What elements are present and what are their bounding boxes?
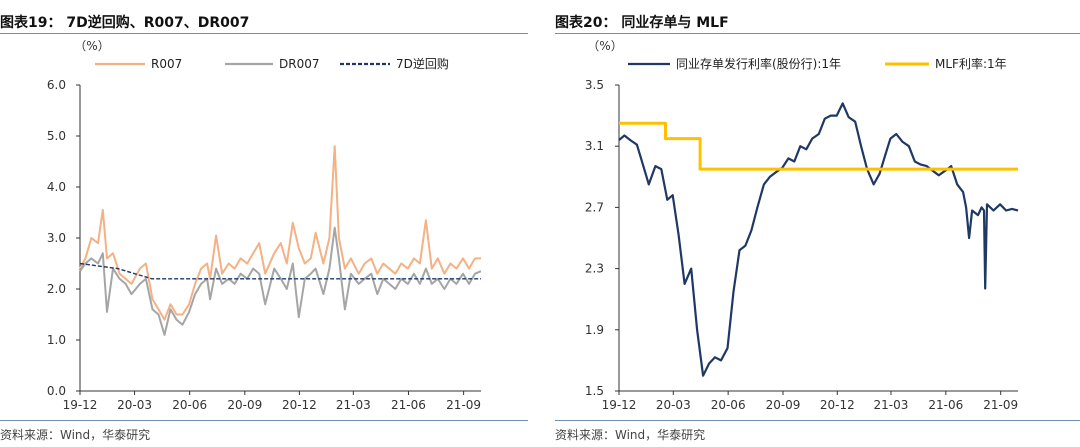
y-tick-label: 1.0 [47, 333, 66, 347]
y-tick-label: 3.1 [585, 139, 604, 153]
x-tick-label: 20-06 [711, 398, 746, 412]
legend-label-3: 7D逆回购 [396, 56, 449, 71]
x-tick-label: 20-09 [227, 398, 262, 412]
y-tick-label: 3.0 [47, 231, 66, 245]
legend-label-2: MLF利率:1年 [935, 56, 1007, 71]
y-tick-label: 1.5 [585, 384, 604, 398]
series-line-2 [619, 121, 1018, 171]
y-tick-label: 1.9 [585, 323, 604, 337]
x-tick-label: 20-09 [766, 398, 801, 412]
y-tick-label: 2.3 [585, 262, 604, 276]
cd-mlf-line-chart: （%） 1.5 1.9 2.3 2.7 3.1 3.5 19-12 20-03 20-06 20-0… [585, 39, 1019, 412]
source-note: 资料来源：Wind，华泰研究 [555, 428, 706, 442]
series-line-1 [618, 102, 1019, 377]
legend-label-1: R007 [151, 57, 182, 71]
rates-line-chart: （%） 0.0 1.0 2.0 3.0 4.0 5.0 6.0 19-12 20-03 20-06 2… [47, 39, 482, 412]
y-tick-label: 5.0 [47, 129, 66, 143]
y-tick-label: 3.5 [585, 78, 604, 92]
chart-title: 图表20： 同业存单与 MLF [555, 15, 729, 31]
source-rule [555, 420, 1080, 421]
x-tick-label: 20-06 [172, 398, 207, 412]
x-tick-label: 21-03 [336, 398, 371, 412]
x-tick-label: 21-06 [391, 398, 426, 412]
y-tick-label: 6.0 [47, 78, 66, 92]
x-tick-label: 21-09 [446, 398, 481, 412]
y-tick-label: 4.0 [47, 180, 66, 194]
title-rule [0, 33, 528, 34]
y-tick-label: 2.0 [47, 282, 66, 296]
legend-label-1: 同业存单发行利率(股份行):1年 [676, 56, 841, 71]
x-tick-label: 20-03 [117, 398, 152, 412]
legend-label-2: DR007 [279, 57, 319, 71]
series-line-3 [79, 262, 481, 280]
x-tick-label: 21-03 [874, 398, 909, 412]
y-tick-label: 0.0 [47, 384, 66, 398]
chart-panel-right: 图表20： 同业存单与 MLF （%） 1.5 1.9 2.3 2.7 3.1 3.5 19-… [555, 0, 1080, 447]
y-axis-unit: （%） [74, 39, 109, 53]
x-tick-label: 20-03 [656, 398, 691, 412]
x-tick-label: 19-12 [602, 398, 637, 412]
x-tick-label: 20-12 [820, 398, 855, 412]
series-line-1 [79, 145, 481, 321]
x-tick-label: 21-06 [928, 398, 963, 412]
source-rule [0, 420, 528, 421]
x-tick-label: 20-12 [282, 398, 317, 412]
chart-panel-left: 图表19： 7D逆回购、R007、DR007 （%） 0.0 1.0 2.0 3.0 4.… [0, 15, 528, 442]
y-axis-unit: （%） [587, 39, 622, 53]
source-note: 资料来源：Wind，华泰研究 [0, 428, 151, 442]
x-tick-label: 19-12 [63, 398, 98, 412]
chart-title: 图表19： 7D逆回购、R007、DR007 [0, 15, 250, 31]
series-line-2 [79, 226, 482, 336]
x-tick-label: 21-09 [983, 398, 1018, 412]
title-rule [555, 33, 1080, 34]
y-tick-label: 2.7 [585, 200, 604, 214]
